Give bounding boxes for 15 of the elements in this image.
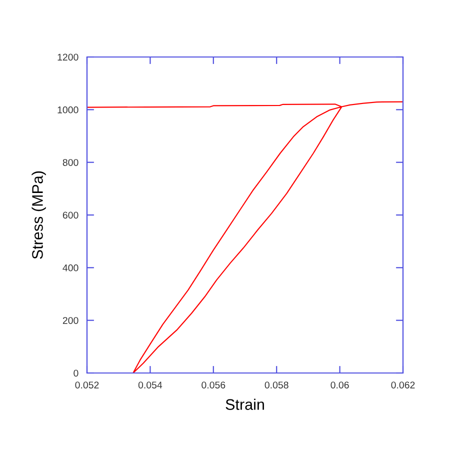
x-tick-label: 0.054 xyxy=(138,382,162,388)
y-axis-title: Stress (MPa) xyxy=(32,171,46,259)
y-tick-label: 200 xyxy=(62,317,78,324)
x-tick-label: 0.062 xyxy=(391,382,415,388)
y-tick-label: 0 xyxy=(74,370,78,377)
x-tick-label: 0.06 xyxy=(330,382,349,388)
y-tick-label: 600 xyxy=(62,212,78,219)
y-tick-label: 400 xyxy=(62,264,78,272)
y-tick-label: 1000 xyxy=(58,106,78,114)
y-tick-label: 1200 xyxy=(58,54,78,61)
x-tick-label: 0.058 xyxy=(264,382,288,388)
x-tick-label: 0.052 xyxy=(75,382,99,388)
x-tick-label: 0.056 xyxy=(202,382,226,388)
y-tick-label: 800 xyxy=(62,159,78,166)
x-axis-title: Strain xyxy=(226,398,264,410)
